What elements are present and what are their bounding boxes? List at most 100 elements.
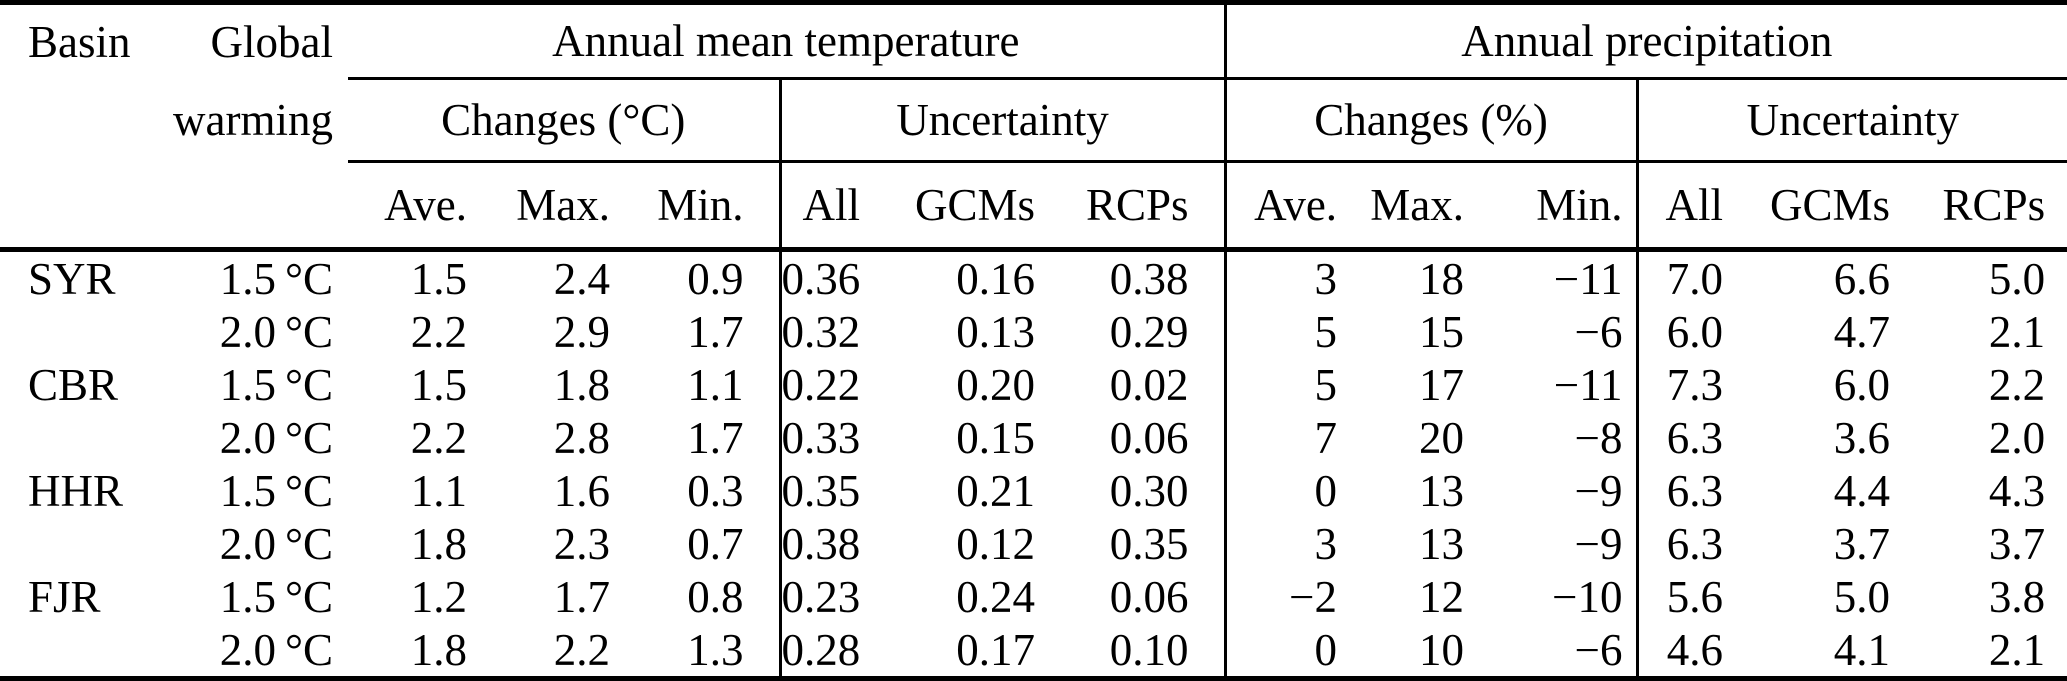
value-cell: 0.23 xyxy=(778,570,875,623)
value-cell: 2.1 xyxy=(1988,624,2046,675)
value-cell: 6.0 xyxy=(1635,305,1739,358)
value-cell: 0.20 xyxy=(956,359,1035,410)
value-cell: 0.02 xyxy=(1109,359,1189,410)
value-cell: 2.0 xyxy=(1988,412,2046,463)
col-header: RCPs xyxy=(1905,161,2067,252)
value-cell: 2.3 xyxy=(553,518,610,569)
value-cell: 0.30 xyxy=(1109,465,1189,516)
precip-uncertainty-header: Uncertainty xyxy=(1635,78,2067,163)
value-cell: 1.3 xyxy=(687,624,744,675)
value-cell: 6.3 xyxy=(1635,411,1739,464)
value-cell: 6.3 xyxy=(1635,517,1739,570)
value-cell: 7 xyxy=(1223,411,1353,464)
col-header: Ave. xyxy=(348,161,482,252)
basin-cell xyxy=(0,623,150,679)
header-row-subgroups: warming Changes (°C) Uncertainty Changes… xyxy=(0,78,2067,163)
value-cell: 1.6 xyxy=(553,465,610,516)
col-header: Min. xyxy=(625,161,780,252)
value-cell: 6.6 xyxy=(1833,253,1891,304)
value-cell: 17 xyxy=(1419,359,1465,410)
col-header: Ave. xyxy=(1223,161,1353,252)
value-cell: −9 xyxy=(1574,518,1623,569)
value-cell: 7.0 xyxy=(1635,249,1739,305)
warming-cell: 1.5 °C xyxy=(219,571,333,622)
warming-cell: 1.5 °C xyxy=(219,253,333,304)
value-cell: −6 xyxy=(1574,624,1623,675)
value-cell: 7.3 xyxy=(1635,358,1739,411)
value-cell: 0.29 xyxy=(1109,306,1189,357)
col-header: All xyxy=(778,161,875,252)
header-row-leaf: Ave. Max. Min. All GCMs RCPs Ave. Max. M… xyxy=(0,161,2067,252)
basin-cell: CBR xyxy=(28,359,119,410)
value-cell: 15 xyxy=(1419,306,1465,357)
value-cell: 0 xyxy=(1223,623,1353,679)
global-warming-header-line2: warming xyxy=(173,95,333,145)
col-header: Max. xyxy=(482,161,625,252)
value-cell: −11 xyxy=(1553,253,1623,304)
warming-cell: 2.0 °C xyxy=(219,306,333,357)
col-header: All xyxy=(1635,161,1739,252)
value-cell: 2.2 xyxy=(1988,359,2046,410)
warming-cell: 2.0 °C xyxy=(219,412,333,463)
value-cell: 0.32 xyxy=(778,305,875,358)
value-cell: 0.9 xyxy=(687,253,744,304)
temp-uncertainty-header: Uncertainty xyxy=(778,78,1226,163)
value-cell: 13 xyxy=(1419,465,1465,516)
temp-changes-header: Changes (°C) xyxy=(348,78,780,163)
basin-cell xyxy=(0,305,150,358)
value-cell: 0.38 xyxy=(778,517,875,570)
value-cell: 0.3 xyxy=(687,465,744,516)
value-cell: 3.8 xyxy=(1988,571,2046,622)
value-cell: 1.7 xyxy=(553,571,610,622)
value-cell: 0.12 xyxy=(956,518,1035,569)
table-row: CBR 1.5 °C 1.5 1.8 1.1 0.22 0.20 0.02 5 … xyxy=(0,358,2067,411)
value-cell: −6 xyxy=(1574,306,1623,357)
value-cell: 0.28 xyxy=(778,623,875,679)
value-cell: 1.5 xyxy=(410,253,467,304)
basin-cell: HHR xyxy=(28,465,124,516)
value-cell: 0.36 xyxy=(778,249,875,305)
value-cell: 2.1 xyxy=(1988,306,2046,357)
precipitation-group-header: Annual precipitation xyxy=(1223,2,2067,80)
value-cell: 0.06 xyxy=(1109,571,1189,622)
value-cell: 2.9 xyxy=(553,306,610,357)
value-cell: 3.7 xyxy=(1833,518,1891,569)
header-row-groups: Basin Global Annual mean temperature Ann… xyxy=(0,2,2067,80)
value-cell: 0.35 xyxy=(1109,518,1189,569)
value-cell: 4.3 xyxy=(1988,465,2046,516)
value-cell: −9 xyxy=(1574,465,1623,516)
value-cell: 0.15 xyxy=(956,412,1035,463)
table-row: FJR 1.5 °C 1.2 1.7 0.8 0.23 0.24 0.06 −2… xyxy=(0,570,2067,623)
value-cell: 13 xyxy=(1419,518,1465,569)
basin-cell xyxy=(0,517,150,570)
value-cell: 0.17 xyxy=(956,624,1035,675)
value-cell: −2 xyxy=(1223,570,1353,623)
value-cell: 4.4 xyxy=(1833,465,1891,516)
value-cell: 1.2 xyxy=(410,571,467,622)
warming-cell: 2.0 °C xyxy=(219,624,333,675)
value-cell: 1.1 xyxy=(410,465,467,516)
basin-header: Basin xyxy=(28,16,131,67)
col-header: Min. xyxy=(1479,161,1638,252)
value-cell: 2.2 xyxy=(553,624,610,675)
value-cell: 0.7 xyxy=(687,518,744,569)
temperature-group-header: Annual mean temperature xyxy=(348,2,1226,80)
value-cell: 1.8 xyxy=(410,624,467,675)
value-cell: 0.33 xyxy=(778,411,875,464)
table-row: 2.0 °C 2.2 2.8 1.7 0.33 0.15 0.06 7 20 −… xyxy=(0,411,2067,464)
value-cell: 3.7 xyxy=(1988,518,2046,569)
value-cell: 3 xyxy=(1223,517,1353,570)
warming-cell: 2.0 °C xyxy=(219,518,333,569)
value-cell: −8 xyxy=(1574,412,1623,463)
value-cell: 6.0 xyxy=(1833,359,1891,410)
value-cell: 18 xyxy=(1419,253,1465,304)
warming-cell: 1.5 °C xyxy=(219,359,333,410)
value-cell: 0.22 xyxy=(778,358,875,411)
value-cell: 3.6 xyxy=(1833,412,1891,463)
value-cell: 5 xyxy=(1223,305,1353,358)
empty-cell xyxy=(0,161,150,252)
table-row: 2.0 °C 2.2 2.9 1.7 0.32 0.13 0.29 5 15 −… xyxy=(0,305,2067,358)
value-cell: 2.4 xyxy=(553,253,610,304)
value-cell: 20 xyxy=(1419,412,1465,463)
value-cell: 2.2 xyxy=(410,306,467,357)
